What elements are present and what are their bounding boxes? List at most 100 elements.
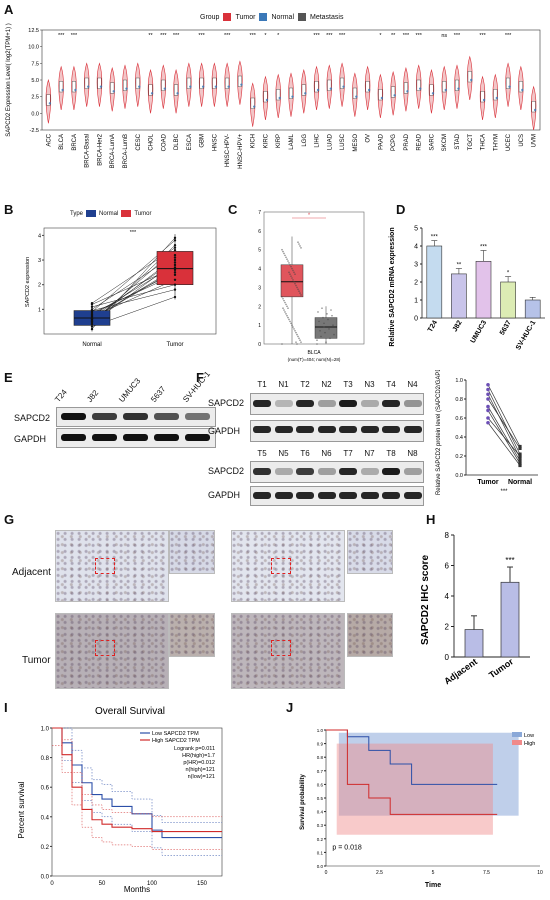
x-tick-label: UMUC3 — [470, 319, 489, 344]
data-point — [518, 444, 522, 449]
x-tick-label: BRCA-LumA — [110, 134, 116, 168]
blot-band — [317, 400, 336, 407]
legend-low: Low SAPCD2 TPM — [152, 731, 199, 737]
sample-size-note: (num(T)=404; num(N)=28) — [288, 357, 341, 362]
data-point — [292, 279, 294, 281]
blot-band — [403, 492, 422, 499]
legend-swatch-tumor — [223, 13, 232, 21]
km-line-high — [52, 727, 222, 833]
data-point — [290, 265, 292, 268]
blot-row-label: SAPCD2 — [14, 413, 51, 423]
logrank-stat: Logrank p=0.011 — [174, 746, 215, 752]
y-tick-label: 0.8 — [41, 756, 50, 762]
data-point — [295, 284, 297, 287]
significance-label: *** — [224, 33, 231, 39]
lane-label: N6 — [321, 449, 332, 458]
legend-tumor: Tumor — [134, 210, 152, 217]
ci-lower-1 — [52, 745, 222, 850]
x-tick-label: 5 — [432, 870, 435, 876]
y-tick-label: 1 — [38, 307, 41, 313]
x-tick-label: THCA — [481, 134, 487, 150]
data-point — [299, 339, 301, 342]
y-tick-label: 0.3 — [317, 823, 324, 828]
data-point — [328, 328, 330, 330]
data-point — [287, 307, 289, 309]
x-axis-label: BLCA — [307, 350, 321, 356]
y-tick-label: 4 — [38, 233, 41, 239]
logrank-stat: p(HR)=0.012 — [183, 760, 215, 766]
data-point — [90, 319, 94, 322]
data-point — [287, 316, 289, 319]
y-tick-label: 0.1 — [317, 850, 324, 855]
data-point — [294, 282, 296, 285]
significance-label: ** — [457, 263, 462, 269]
x-tick-label: PCPG — [391, 134, 397, 151]
x-tick-label: SARC — [429, 133, 435, 150]
data-point — [290, 322, 292, 325]
x-tick-label: KIRP — [276, 134, 282, 148]
box-prad — [403, 82, 408, 94]
box-brca-lumb — [122, 79, 127, 91]
data-point — [291, 267, 293, 270]
data-point — [298, 290, 300, 292]
blot-band — [360, 492, 379, 499]
box-pcpg — [391, 86, 396, 98]
x-tick-label: LUAD — [327, 133, 333, 150]
western-blot-sapcd2 — [56, 407, 216, 427]
data-point — [297, 288, 299, 291]
x-tick-label: COAD — [161, 133, 167, 151]
chart-title: Overall Survival — [95, 706, 165, 717]
data-point — [286, 314, 288, 317]
panel-f-bottom-lane-labels: T5 N5 T6 N6 T7 N7 T8 N8 — [252, 449, 422, 461]
blot-band — [317, 468, 336, 475]
data-point — [325, 341, 327, 343]
x-tick-label: 150 — [197, 881, 208, 887]
y-tick-label: 1 — [258, 323, 261, 329]
data-point — [322, 316, 324, 319]
data-point — [173, 236, 177, 240]
x-tick-label: UCS — [519, 134, 525, 147]
y-tick-label: 1 — [414, 298, 418, 305]
normal-points-brca-luma — [112, 90, 115, 93]
normal-points-sarc — [431, 92, 435, 95]
blot-band — [382, 400, 400, 407]
normal-points-thym — [495, 96, 499, 100]
data-point — [283, 252, 285, 255]
box-lusc — [340, 77, 345, 89]
x-tick-label: UVM — [532, 134, 538, 147]
significance-label: *** — [415, 33, 422, 39]
pair-line — [487, 406, 521, 461]
box-meso — [352, 87, 357, 99]
blot-band — [382, 468, 400, 475]
data-point — [90, 305, 94, 309]
x-tick-label: SV-HUC-1 — [515, 319, 537, 351]
bar-t24 — [426, 245, 443, 319]
legend-high: High — [524, 741, 535, 747]
normal-points-acc — [48, 102, 52, 105]
data-point — [173, 273, 177, 277]
lane-label: N2 — [321, 380, 332, 389]
box-dlbc — [174, 84, 179, 96]
data-point — [319, 330, 321, 332]
significance-label: *** — [58, 33, 65, 39]
panel-i-km-chart: Overall Survival 0.0 0.2 0.4 0.6 0.8 1.0 0 50 100… — [17, 706, 223, 894]
y-tick-label: -2.5 — [30, 128, 39, 134]
y-tick-label: 1.0 — [317, 728, 324, 733]
blot-band — [253, 426, 271, 433]
x-tick-label: PRAD — [404, 133, 410, 150]
ihc-adjacent-2-zoom — [347, 530, 393, 574]
panel-i-label: I — [4, 700, 8, 715]
data-point — [291, 324, 293, 326]
y-tick-label: 0.9 — [317, 742, 324, 747]
data-point — [518, 459, 522, 463]
box-cesc — [135, 77, 140, 89]
normal-points-tgct — [470, 78, 473, 82]
box-luad — [327, 79, 332, 91]
y-tick-label: 4 — [258, 267, 261, 273]
y-tick-label: 2 — [414, 280, 418, 287]
lane-label: T5 — [257, 449, 267, 458]
y-tick-label: 0.6 — [455, 416, 463, 422]
significance-label: *** — [71, 33, 78, 39]
panel-f-paired-line-chart: 0.0 0.2 0.4 0.6 0.8 1.0 Relative SAPCD2 protei… — [436, 370, 538, 495]
pair-line — [91, 289, 176, 311]
